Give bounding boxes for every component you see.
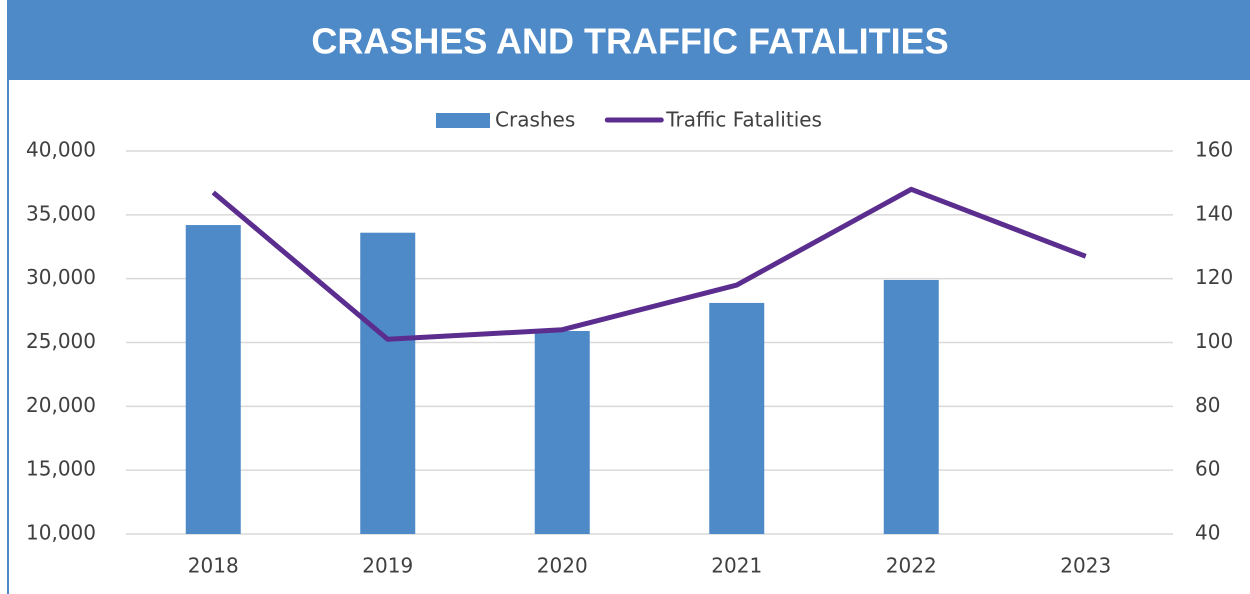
y-tick-label: 30,000 (26, 265, 96, 289)
y-tick-label: 10,000 (26, 521, 96, 545)
legend-label: Traffic Fatalities (665, 108, 822, 132)
y-tick-label: 25,000 (26, 329, 96, 353)
bar (185, 225, 241, 534)
legend-swatch (436, 113, 490, 128)
x-tick-label: 2020 (537, 554, 588, 578)
y-tick-label: 20,000 (26, 393, 96, 417)
x-tick-label: 2021 (711, 554, 762, 578)
y-tick-label: 15,000 (26, 457, 96, 481)
line (211, 186, 1087, 342)
x-tick-label: 2019 (362, 554, 413, 578)
bar (709, 302, 765, 534)
y2-tick-label: 80 (1195, 393, 1220, 417)
x-tick-label: 2023 (1060, 554, 1111, 578)
bar (534, 331, 590, 534)
y2-tick-label: 160 (1195, 138, 1233, 162)
x-tick-label: 2018 (188, 554, 239, 578)
y-tick-label: 40,000 (26, 138, 96, 162)
title-banner (8, 0, 1250, 80)
bar (360, 232, 416, 534)
y2-tick-label: 60 (1195, 457, 1220, 481)
y2-tick-label: 40 (1195, 521, 1220, 545)
y2-tick-label: 100 (1195, 329, 1233, 353)
x-tick-label: 2022 (886, 554, 937, 578)
frame-left (7, 0, 9, 594)
chart-title: CRASHES AND TRAFFIC FATALITIES (311, 21, 948, 62)
y2-tick-label: 120 (1195, 265, 1233, 289)
y-tick-label: 35,000 (26, 201, 96, 225)
legend-label: Crashes (495, 108, 575, 132)
bar (883, 279, 939, 534)
y2-tick-label: 140 (1195, 201, 1233, 225)
